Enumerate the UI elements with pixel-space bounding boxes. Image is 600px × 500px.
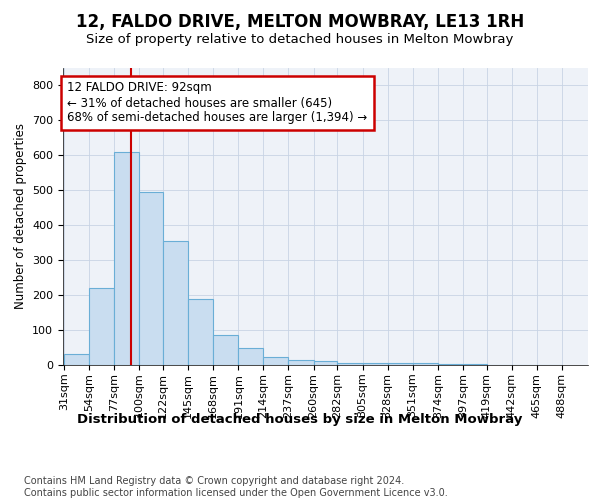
Text: 12 FALDO DRIVE: 92sqm
← 31% of detached houses are smaller (645)
68% of semi-det: 12 FALDO DRIVE: 92sqm ← 31% of detached … xyxy=(67,82,368,124)
Bar xyxy=(263,358,289,365)
Bar xyxy=(463,364,487,365)
Text: Contains HM Land Registry data © Crown copyright and database right 2024.
Contai: Contains HM Land Registry data © Crown c… xyxy=(24,476,448,498)
Bar xyxy=(388,363,413,365)
Bar xyxy=(163,241,188,365)
Bar xyxy=(64,354,89,365)
Y-axis label: Number of detached properties: Number of detached properties xyxy=(14,123,26,309)
Bar xyxy=(139,192,163,365)
Bar xyxy=(337,363,362,365)
Bar xyxy=(114,152,139,365)
Bar xyxy=(413,363,437,365)
Bar xyxy=(188,298,214,365)
Text: Size of property relative to detached houses in Melton Mowbray: Size of property relative to detached ho… xyxy=(86,32,514,46)
Bar xyxy=(314,361,337,365)
Bar xyxy=(89,288,114,365)
Bar xyxy=(437,364,463,365)
Text: 12, FALDO DRIVE, MELTON MOWBRAY, LE13 1RH: 12, FALDO DRIVE, MELTON MOWBRAY, LE13 1R… xyxy=(76,12,524,30)
Bar xyxy=(214,335,238,365)
Bar xyxy=(238,348,263,365)
Bar xyxy=(289,360,314,365)
Bar xyxy=(362,363,388,365)
Text: Distribution of detached houses by size in Melton Mowbray: Distribution of detached houses by size … xyxy=(77,412,523,426)
